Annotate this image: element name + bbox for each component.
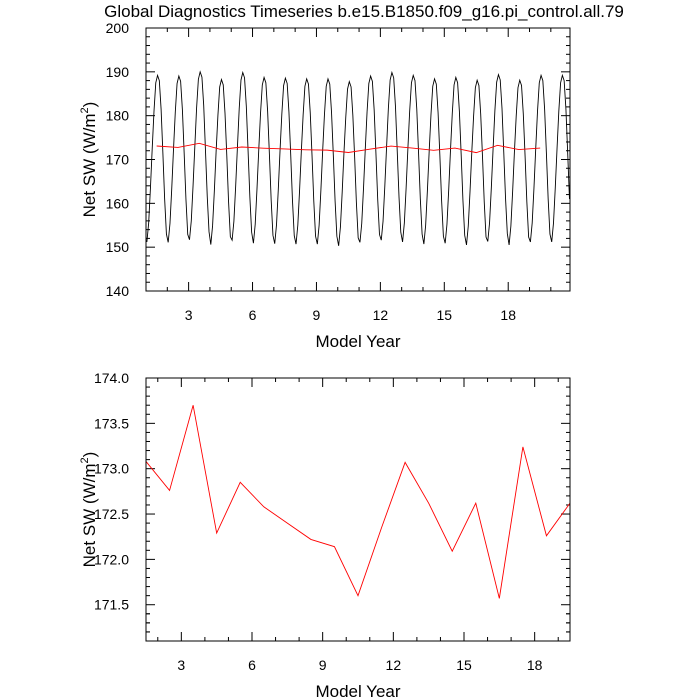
plot-frame <box>145 27 571 292</box>
x-tick-label: 6 <box>249 307 257 323</box>
x-tick-label: 12 <box>386 657 402 673</box>
annual-series-line <box>156 142 541 154</box>
y-axis-title: Net SW (W/m2) <box>79 452 99 568</box>
y-tick-label: 171.5 <box>94 597 129 613</box>
y-tick-label: 180 <box>106 108 130 124</box>
x-tick-label: 9 <box>319 657 327 673</box>
plot-frame <box>145 377 571 642</box>
x-tick-label: 6 <box>248 657 256 673</box>
y-tick-label: 190 <box>106 64 130 80</box>
x-tick-label: 9 <box>313 307 321 323</box>
y-tick-label: 173.5 <box>94 415 129 431</box>
x-tick-label: 3 <box>185 307 193 323</box>
y-tick-label: 170 <box>106 152 130 168</box>
monthly-series-line <box>146 70 570 246</box>
top-timeseries-panel: 140 150 160 170 180 190 200 3 6 9 12 15 18 Model Year… <box>79 20 571 351</box>
x-tick-label: 12 <box>373 307 389 323</box>
y-axis-title-text: Net SW (W/m <box>80 113 99 217</box>
y-axis-title-superscript: 2 <box>79 107 91 113</box>
y-tick-label: 200 <box>106 20 130 36</box>
y-tick-label: 173.0 <box>94 461 129 477</box>
y-axis-title: Net SW (W/m2) <box>79 102 99 218</box>
x-tick-label: 18 <box>527 657 543 673</box>
x-axis-title: Model Year <box>315 682 400 700</box>
y-tick-label: 150 <box>106 239 130 255</box>
y-tick-label: 160 <box>106 195 130 211</box>
y-axis-title-text: Net SW (W/m <box>80 463 99 567</box>
x-tick-label: 15 <box>437 307 453 323</box>
y-tick-label: 140 <box>106 283 130 299</box>
x-axis-title: Model Year <box>315 332 400 351</box>
figure-title: Global Diagnostics Timeseries b.e15.B185… <box>104 2 624 21</box>
x-tick-label: 18 <box>500 307 516 323</box>
y-axis-title-close: ) <box>80 452 99 458</box>
y-tick-label: 172.5 <box>94 506 129 522</box>
y-axis-title-superscript: 2 <box>79 457 91 463</box>
x-tick-label: 15 <box>456 657 472 673</box>
bottom-annual-mean-panel: 171.5 172.0 172.5 173.0 173.5 174.0 3 6 9 12 15 18 M… <box>79 370 571 700</box>
x-tick-label: 3 <box>177 657 185 673</box>
y-tick-label: 174.0 <box>94 370 129 386</box>
annual-series-line <box>145 405 571 599</box>
y-tick-label: 172.0 <box>94 551 129 567</box>
y-axis-title-close: ) <box>80 102 99 108</box>
